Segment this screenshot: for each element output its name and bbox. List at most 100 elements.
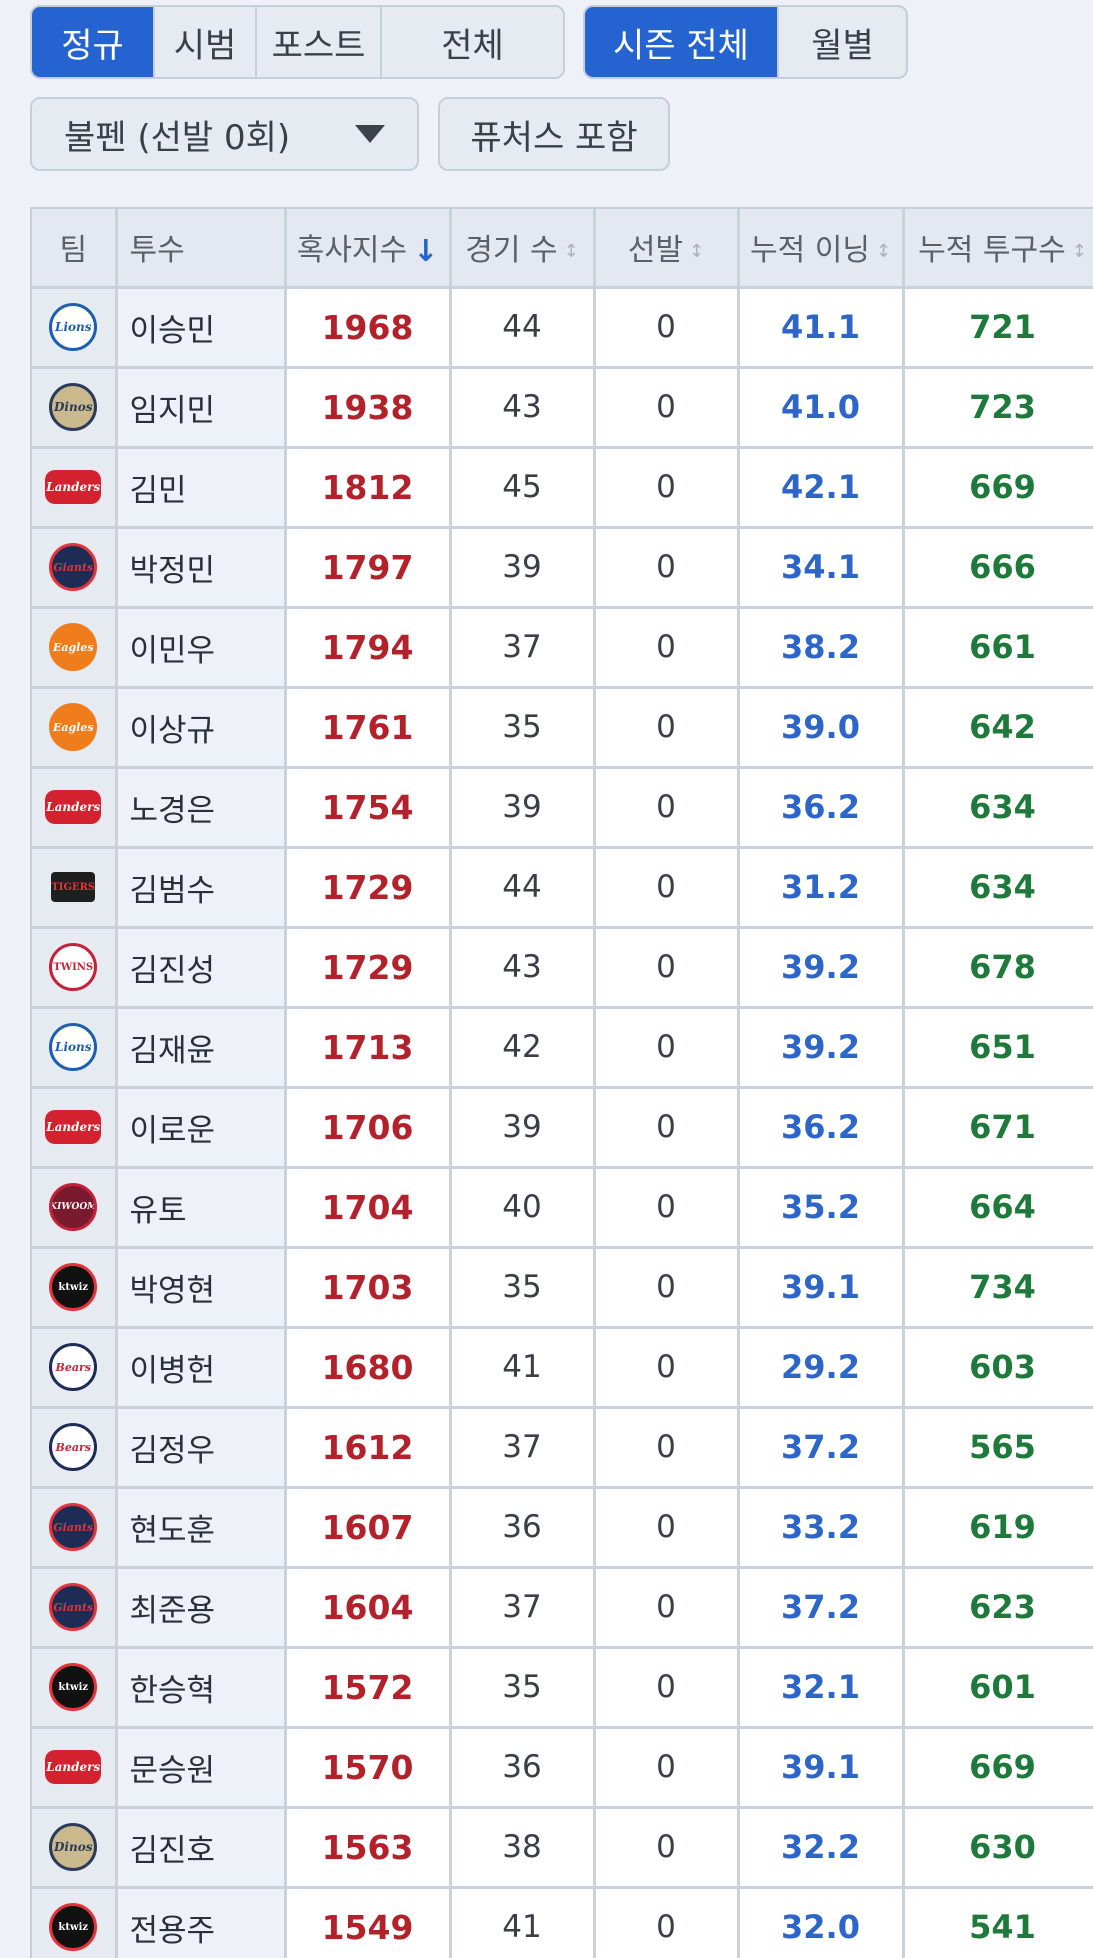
pitches-value: 634 — [903, 847, 1093, 929]
pitcher-name[interactable]: 임지민 — [116, 367, 287, 449]
sort-icon[interactable]: ↕ — [1071, 241, 1087, 263]
pitches-value: 651 — [903, 1007, 1093, 1089]
games-value: 44 — [450, 287, 596, 369]
games-value: 35 — [450, 1647, 596, 1729]
include-futures-button[interactable]: 퓨처스 포함 — [438, 97, 670, 171]
team-logo-icon: TWINS — [49, 943, 98, 991]
pitcher-name[interactable]: 이승민 — [116, 287, 287, 369]
table-row[interactable]: Eagles 이민우 1794 37 0 38.2 661 — [32, 607, 1093, 689]
starts-value: 0 — [594, 1727, 740, 1809]
team-logo-icon: Lions — [49, 303, 98, 351]
tab-full-season[interactable]: 시즌 전체 — [585, 7, 779, 77]
role-select[interactable]: 불펜 (선발 0회) — [30, 97, 419, 171]
innings-value: 39.1 — [738, 1247, 905, 1329]
starts-value: 0 — [594, 287, 740, 369]
team-cell: Giants — [32, 1567, 118, 1649]
table-row[interactable]: Landers 노경은 1754 39 0 36.2 634 — [32, 767, 1093, 849]
innings-value: 41.0 — [738, 367, 905, 449]
team-cell: Eagles — [32, 687, 118, 769]
table-row[interactable]: Landers 김민 1812 45 0 42.1 669 — [32, 447, 1093, 529]
pitcher-name[interactable]: 이병헌 — [116, 1327, 287, 1409]
pitcher-name[interactable]: 이민우 — [116, 607, 287, 689]
innings-value: 37.2 — [738, 1567, 905, 1649]
tab-all[interactable]: 전체 — [441, 25, 504, 66]
table-row[interactable]: Bears 김정우 1612 37 0 37.2 565 — [32, 1407, 1093, 1489]
table-row[interactable]: Lions 이승민 1968 44 0 41.1 721 — [32, 287, 1093, 369]
table-row[interactable]: TWINS 김진성 1729 43 0 39.2 678 — [32, 927, 1093, 1009]
pitcher-name[interactable]: 노경은 — [116, 767, 287, 849]
header-team: 팀 — [32, 209, 118, 289]
team-cell: Giants — [32, 1487, 118, 1569]
pitcher-name[interactable]: 현도훈 — [116, 1487, 287, 1569]
table-row[interactable]: ktwiz 전용주 1549 41 0 32.0 541 — [32, 1887, 1093, 1958]
team-cell: Lions — [32, 287, 118, 369]
pitcher-name[interactable]: 김재윤 — [116, 1007, 287, 1089]
starts-value: 0 — [594, 447, 740, 529]
starts-value: 0 — [594, 1807, 740, 1889]
table-row[interactable]: Giants 박정민 1797 39 0 34.1 666 — [32, 527, 1093, 609]
tab-monthly[interactable]: 월별 — [811, 25, 874, 66]
header-innings[interactable]: 누적 이닝 ↕ — [738, 209, 905, 289]
table-row[interactable]: KIWOOM 유토 1704 40 0 35.2 664 — [32, 1167, 1093, 1249]
table-row[interactable]: Giants 현도훈 1607 36 0 33.2 619 — [32, 1487, 1093, 1569]
games-value: 41 — [450, 1327, 596, 1409]
pitcher-name[interactable]: 김민 — [116, 447, 287, 529]
tab-postseason[interactable]: 포스트 — [257, 7, 382, 77]
pitches-value: 661 — [903, 607, 1093, 689]
pitcher-name[interactable]: 김진성 — [116, 927, 287, 1009]
games-value: 43 — [450, 927, 596, 1009]
starts-value: 0 — [594, 607, 740, 689]
pitcher-name[interactable]: 최준용 — [116, 1567, 287, 1649]
pitcher-name[interactable]: 김진호 — [116, 1807, 287, 1889]
team-logo-icon: Landers — [45, 1110, 102, 1144]
pitcher-name[interactable]: 이상규 — [116, 687, 287, 769]
table-row[interactable]: Landers 문승원 1570 36 0 39.1 669 — [32, 1727, 1093, 1809]
role-select-value: 불펜 (선발 0회) — [64, 117, 291, 158]
pitcher-name[interactable]: 박영현 — [116, 1247, 287, 1329]
team-logo-icon: Dinos — [49, 1823, 98, 1871]
header-fatigue[interactable]: 혹사지수 ↓ — [285, 209, 452, 289]
pitches-value: 619 — [903, 1487, 1093, 1569]
team-cell: Eagles — [32, 607, 118, 689]
tab-exhibition[interactable]: 시범 — [155, 7, 257, 77]
table-row[interactable]: ktwiz 박영현 1703 35 0 39.1 734 — [32, 1247, 1093, 1329]
table-row[interactable]: Landers 이로운 1706 39 0 36.2 671 — [32, 1087, 1093, 1169]
pitcher-table-container[interactable]: 팀 투수 혹사지수 ↓ 경기 수 ↕ 선발 ↕ 누적 이닝 ↕ 누적 투구수 ↕ Lion… — [30, 207, 1093, 1958]
table-row[interactable]: Dinos 김진호 1563 38 0 32.2 630 — [32, 1807, 1093, 1889]
team-logo-icon: Giants — [49, 543, 98, 591]
table-row[interactable]: Bears 이병헌 1680 41 0 29.2 603 — [32, 1327, 1093, 1409]
header-games[interactable]: 경기 수 ↕ — [450, 209, 596, 289]
team-logo-icon: Eagles — [49, 623, 98, 671]
team-cell: Dinos — [32, 1807, 118, 1889]
table-row[interactable]: TIGERS 김범수 1729 44 0 31.2 634 — [32, 847, 1093, 929]
sort-icon[interactable]: ↕ — [689, 241, 705, 263]
pitcher-name[interactable]: 김범수 — [116, 847, 287, 929]
starts-value: 0 — [594, 1247, 740, 1329]
pitcher-name[interactable]: 문승원 — [116, 1727, 287, 1809]
sort-icon[interactable]: ↕ — [875, 241, 892, 263]
table-row[interactable]: Giants 최준용 1604 37 0 37.2 623 — [32, 1567, 1093, 1649]
pitcher-name[interactable]: 전용주 — [116, 1887, 287, 1958]
starts-value: 0 — [594, 527, 740, 609]
pitcher-name[interactable]: 유토 — [116, 1167, 287, 1249]
sort-desc-icon[interactable]: ↓ — [413, 234, 439, 270]
table-row[interactable]: Dinos 임지민 1938 43 0 41.0 723 — [32, 367, 1093, 449]
tab-regular[interactable]: 정규 — [32, 7, 155, 77]
pitcher-name[interactable]: 한승혁 — [116, 1647, 287, 1729]
header-starts[interactable]: 선발 ↕ — [594, 209, 740, 289]
period-tabs: 시즌 전체 월별 — [583, 5, 908, 79]
sort-icon[interactable]: ↕ — [563, 241, 579, 263]
pitcher-name[interactable]: 이로운 — [116, 1087, 287, 1169]
pitcher-name[interactable]: 김정우 — [116, 1407, 287, 1489]
games-value: 35 — [450, 687, 596, 769]
table-row[interactable]: ktwiz 한승혁 1572 35 0 32.1 601 — [32, 1647, 1093, 1729]
fatigue-value: 1563 — [285, 1807, 452, 1889]
pitches-value: 541 — [903, 1887, 1093, 1958]
pitches-value: 634 — [903, 767, 1093, 849]
header-pitches[interactable]: 누적 투구수 ↕ — [903, 209, 1093, 289]
pitcher-name[interactable]: 박정민 — [116, 527, 287, 609]
fatigue-value: 1761 — [285, 687, 452, 769]
fatigue-value: 1572 — [285, 1647, 452, 1729]
table-row[interactable]: Lions 김재윤 1713 42 0 39.2 651 — [32, 1007, 1093, 1089]
table-row[interactable]: Eagles 이상규 1761 35 0 39.0 642 — [32, 687, 1093, 769]
